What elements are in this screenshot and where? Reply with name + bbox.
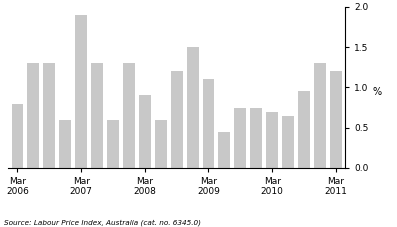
Bar [250, 108, 262, 168]
Bar [75, 15, 87, 168]
Bar [107, 120, 119, 168]
Bar [234, 108, 246, 168]
Bar [330, 71, 342, 168]
Bar [91, 63, 103, 168]
Bar [187, 47, 198, 168]
Bar [27, 63, 39, 168]
Bar [123, 63, 135, 168]
Bar [155, 120, 167, 168]
Bar [314, 63, 326, 168]
Bar [298, 91, 310, 168]
Text: Source: Labour Price Index, Australia (cat. no. 6345.0): Source: Labour Price Index, Australia (c… [4, 219, 201, 226]
Bar [12, 104, 23, 168]
Bar [59, 120, 71, 168]
Bar [171, 71, 183, 168]
Bar [202, 79, 214, 168]
Bar [266, 112, 278, 168]
Bar [282, 116, 294, 168]
Bar [139, 95, 151, 168]
Y-axis label: %: % [372, 87, 382, 97]
Bar [218, 132, 230, 168]
Bar [43, 63, 55, 168]
